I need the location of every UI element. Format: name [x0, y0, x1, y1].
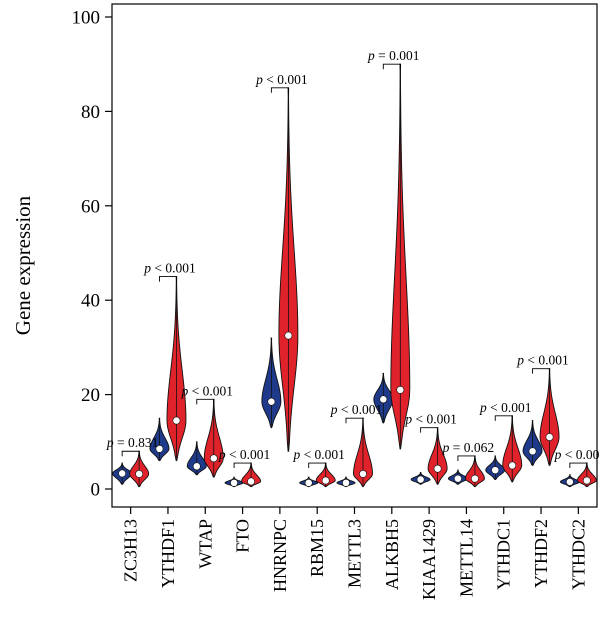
median-dot-normal [267, 397, 276, 406]
median-dot-tumor [545, 433, 554, 441]
x-tick-label: RBM15 [307, 519, 327, 577]
plot-frame [111, 3, 598, 508]
median-dot-tumor [209, 454, 218, 463]
median-dot-tumor [135, 469, 144, 478]
x-tick-label: HNRNPC [270, 519, 290, 592]
significance-bracket [420, 427, 439, 433]
y-axis-ticks: 0 20 40 60 80 100 [72, 8, 112, 501]
median-dot-tumor [247, 477, 255, 486]
p-value-label: p < 0.001 [255, 72, 308, 87]
significance-bracket [233, 462, 252, 469]
significance-bracket [494, 415, 513, 421]
significance-bracket [270, 87, 289, 93]
y-tick-label: 40 [81, 291, 100, 312]
significance-bracket [159, 276, 177, 282]
significance-bracket [457, 455, 476, 461]
significance-bracket [121, 450, 140, 457]
p-value-label: p < 0.001 [218, 447, 271, 462]
significance-bracket [345, 417, 364, 424]
median-dot-tumor [508, 461, 517, 470]
median-dot-normal [155, 444, 164, 453]
p-value-label: p < 0.001 [330, 402, 383, 417]
median-dot-normal [118, 469, 127, 478]
p-value-label: p < 0.001 [516, 353, 569, 368]
p-value-label: p = 0.062 [442, 440, 495, 455]
median-dot-tumor [396, 385, 405, 394]
y-tick-label: 80 [81, 102, 100, 123]
p-value-label: p < 0.001 [292, 447, 345, 462]
median-dot-tumor [582, 476, 591, 485]
x-tick-label: YTHDF2 [531, 519, 551, 588]
x-tick-label: KIAA1429 [419, 519, 439, 600]
x-tick-label: YTHDC2 [568, 519, 588, 590]
x-tick-label: YTHDF1 [158, 519, 178, 588]
significance-bracket [308, 462, 327, 469]
significance-bracket [569, 462, 588, 469]
p-value-label: p < 0.001 [554, 447, 600, 462]
significance-bracket [382, 63, 401, 70]
p-value-label: p = 0.831 [106, 435, 159, 450]
x-tick-label: ZC3H13 [121, 519, 141, 582]
median-dot-tumor [433, 464, 442, 473]
median-dot-normal [416, 475, 425, 484]
median-dot-normal [379, 395, 388, 404]
x-axis-ticks: ZC3H13 YTHDF1 WTAP FTO HNRNPC RBM15 METTL3 ALKB… [121, 507, 588, 600]
p-value-label: p < 0.001 [143, 261, 196, 276]
x-tick-label: FTO [233, 519, 253, 553]
y-tick-label: 60 [81, 196, 100, 217]
median-dot-tumor [321, 476, 330, 485]
p-value-label: p = 0.001 [367, 48, 420, 63]
y-axis-label: Gene expression [11, 195, 35, 335]
x-tick-label: WTAP [195, 519, 215, 569]
median-dot-normal [491, 466, 500, 475]
median-dot-normal [192, 462, 201, 471]
median-dot-normal [528, 447, 537, 456]
x-tick-label: METTL14 [456, 519, 476, 597]
median-dot-normal [230, 478, 238, 487]
median-dot-normal [565, 478, 574, 486]
median-dot-normal [454, 474, 462, 483]
x-tick-label: YTHDC1 [494, 519, 514, 590]
p-value-label: p < 0.001 [181, 383, 234, 398]
y-tick-label: 20 [81, 385, 100, 406]
y-tick-label: 0 [91, 480, 101, 501]
median-dot-tumor [471, 474, 479, 483]
median-dot-tumor [359, 469, 367, 478]
x-tick-label: METTL3 [345, 519, 365, 588]
p-value-label: p < 0.001 [479, 400, 532, 415]
significance-bracket [532, 368, 550, 374]
y-tick-label: 100 [72, 8, 101, 29]
p-value-label: p < 0.001 [404, 412, 457, 427]
p-value-annotations: p = 0.831 p < 0.001 p < 0.001 p < 0.001 p < … [106, 48, 600, 469]
median-dot-normal [342, 478, 350, 487]
x-tick-label: ALKBH5 [382, 519, 402, 590]
significance-bracket [196, 398, 215, 405]
median-dot-tumor [172, 416, 181, 425]
axes [111, 3, 598, 508]
median-dot-tumor [284, 331, 293, 340]
violins [112, 63, 597, 488]
median-dot-normal [304, 478, 313, 487]
